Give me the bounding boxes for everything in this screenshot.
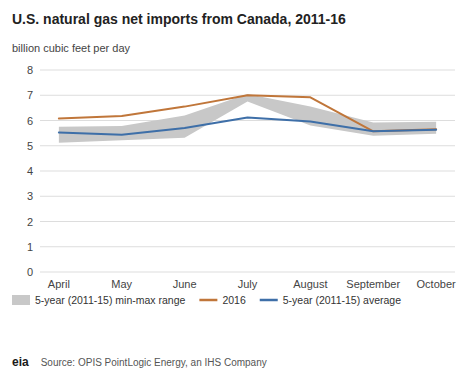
x-tick-label: June — [173, 278, 197, 290]
y-axis-label: billion cubic feet per day — [12, 42, 131, 54]
legend-label: 2016 — [222, 294, 246, 306]
grid-line — [40, 246, 455, 247]
y-tick-label: 6 — [27, 115, 33, 127]
logo-text: eia — [12, 355, 29, 369]
grid-line — [40, 171, 455, 172]
line — [59, 95, 436, 131]
line — [59, 117, 436, 134]
legend: 5-year (2011-15) min-max range 2016 5-year… — [12, 294, 401, 306]
range-band — [59, 94, 436, 143]
legend-item: 5-year (2011-15) average — [260, 294, 401, 306]
x-tick-label: April — [48, 278, 70, 290]
y-tick-label: 2 — [27, 216, 33, 228]
x-tick-label: October — [417, 278, 456, 290]
chart: U.S. natural gas net imports from Canada… — [0, 0, 468, 378]
grid-line — [40, 70, 455, 71]
y-tick-label: 7 — [27, 89, 33, 101]
title: U.S. natural gas net imports from Canada… — [12, 11, 346, 27]
legend-label: 5-year (2011-15) min-max range — [35, 294, 186, 306]
legend-swatch — [199, 299, 217, 302]
source-note: Source: OPIS PointLogic Energy, an IHS C… — [41, 357, 267, 368]
marks — [59, 94, 436, 143]
grid-line — [40, 145, 455, 146]
legend-swatch — [260, 299, 278, 302]
legend-item: 5-year (2011-15) min-max range — [12, 294, 186, 306]
grid — [40, 70, 455, 272]
x-tick-label: July — [238, 278, 258, 290]
y-tick-label: 3 — [27, 190, 33, 202]
legend-item: 2016 — [199, 294, 246, 306]
y-tick-label: 0 — [27, 266, 33, 278]
y-tick-label: 5 — [27, 140, 33, 152]
x-tick-label: May — [111, 278, 132, 290]
grid-line — [40, 221, 455, 222]
y-tick-label: 4 — [27, 165, 33, 177]
x-tick-label: September — [346, 278, 400, 290]
y-tick-label: 8 — [27, 64, 33, 76]
x-tick-label: August — [293, 278, 327, 290]
grid-line — [40, 272, 455, 273]
y-tick-label: 1 — [27, 241, 33, 253]
legend-swatch — [12, 295, 30, 305]
legend-label: 5-year (2011-15) average — [283, 294, 401, 306]
grid-line — [40, 196, 455, 197]
grid-line — [40, 120, 455, 121]
